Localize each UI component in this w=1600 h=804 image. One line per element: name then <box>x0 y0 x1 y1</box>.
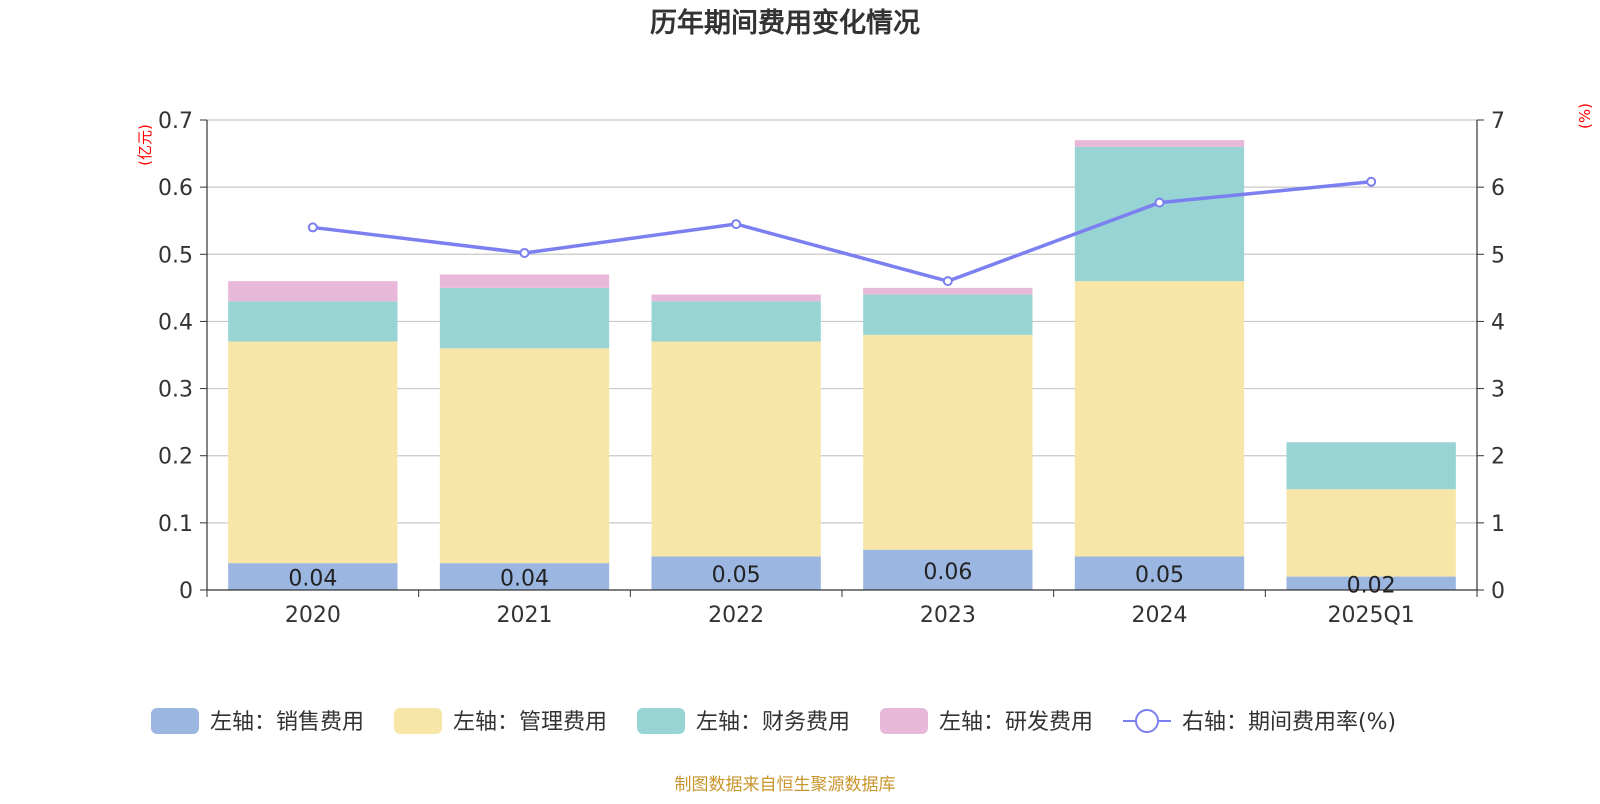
x-axis-tick-label: 2020 <box>285 603 341 628</box>
bar-rd <box>651 294 821 302</box>
left-axis-tick-label: 0.2 <box>158 445 193 470</box>
rate-point <box>1154 197 1165 208</box>
right-axis-tick-label: 5 <box>1491 243 1505 268</box>
bar-finance <box>439 287 610 349</box>
bar-admin <box>863 334 1033 550</box>
right-axis-unit: (%) <box>1576 103 1594 129</box>
bar-finance <box>863 294 1033 335</box>
bars-layer <box>228 140 1456 590</box>
rate-point <box>307 222 318 233</box>
bar-admin <box>228 341 398 564</box>
source-note: 制图数据来自恒生聚源数据库 <box>675 775 896 795</box>
rate-point <box>942 276 953 287</box>
data-label-sales: 0.04 <box>288 567 337 592</box>
x-axis-tick-label: 2023 <box>920 603 976 628</box>
bar-rd <box>439 274 610 288</box>
data-labels-layer: 0.04 0.04 0.05 0.06 0.05 0.02 <box>288 560 1395 598</box>
bar-admin <box>439 348 610 564</box>
bar-admin <box>651 341 821 557</box>
legend-swatch-admin <box>394 708 442 734</box>
rate-line-layer <box>307 176 1377 287</box>
x-axis-tick-label: 2024 <box>1132 603 1188 628</box>
axes-layer: 0 0.1 0.2 0.3 0.4 0.5 0.6 0.7 0 1 2 3 4 5 6 7 2020 2021 20… <box>158 109 1505 628</box>
legend-label-admin: 左轴：管理费用 <box>453 710 607 735</box>
legend-swatch-finance <box>637 708 685 734</box>
right-axis-tick-label: 7 <box>1491 109 1505 134</box>
legend-label-rate_line: 右轴：期间费用率(%) <box>1182 710 1396 735</box>
chart-title: 历年期间费用变化情况 <box>650 7 920 39</box>
data-label-sales: 0.05 <box>1135 563 1184 588</box>
data-label-sales: 0.05 <box>712 563 761 588</box>
legend-swatch-sales <box>151 708 199 734</box>
left-axis-tick-label: 0.7 <box>158 109 193 134</box>
left-axis-tick-label: 0.5 <box>158 243 193 268</box>
legend-label-finance: 左轴：财务费用 <box>696 710 850 735</box>
bar-finance <box>651 301 821 342</box>
legend-label-sales: 左轴：销售费用 <box>210 710 364 735</box>
right-axis-tick-label: 1 <box>1491 512 1505 537</box>
bar-sales <box>228 563 398 590</box>
right-axis-tick-label: 3 <box>1491 378 1505 403</box>
rate-point <box>1366 176 1377 187</box>
left-axis-tick-label: 0.6 <box>158 176 193 201</box>
right-axis-tick-label: 6 <box>1491 176 1505 201</box>
rate-line <box>312 180 1372 283</box>
rate-point <box>731 219 742 230</box>
legend-label-rd: 左轴：研发费用 <box>939 710 1093 735</box>
bar-rd <box>228 281 398 302</box>
legend-marker-swatch <box>1135 709 1159 733</box>
bar-rd <box>863 287 1033 295</box>
bar-finance <box>1286 442 1456 490</box>
right-axis-tick-label: 2 <box>1491 445 1505 470</box>
bar-sales <box>863 549 1033 590</box>
right-axis-tick-label: 4 <box>1491 310 1505 335</box>
data-label-sales: 0.04 <box>500 567 549 592</box>
left-axis-tick-label: 0.4 <box>158 310 193 335</box>
data-label-sales: 0.06 <box>923 560 972 585</box>
bar-finance <box>1074 146 1245 282</box>
bar-sales <box>651 556 821 590</box>
bar-sales <box>1074 556 1245 590</box>
legend-swatch-rd <box>880 708 928 734</box>
bar-sales <box>1286 576 1456 590</box>
bar-admin <box>1286 489 1456 577</box>
x-axis-tick-label: 2025Q1 <box>1328 603 1415 628</box>
left-axis-tick-label: 0.1 <box>158 512 193 537</box>
bar-finance <box>228 301 398 342</box>
rate-point <box>519 247 530 258</box>
left-axis-tick-label: 0.3 <box>158 378 193 403</box>
left-axis-tick-label: 0 <box>179 579 193 604</box>
data-label-sales: 0.02 <box>1347 573 1396 598</box>
bar-sales <box>439 563 610 590</box>
x-axis-tick-label: 2021 <box>497 603 553 628</box>
right-axis-tick-label: 0 <box>1491 579 1505 604</box>
x-axis-tick-label: 2022 <box>708 603 764 628</box>
bar-admin <box>1074 281 1245 557</box>
left-axis-unit: (亿元) <box>136 124 154 166</box>
legend: 左轴：销售费用 左轴：管理费用 左轴：财务费用 左轴：研发费用 右轴：期间费用率(%) <box>151 708 1396 735</box>
bar-rd <box>1074 140 1245 147</box>
